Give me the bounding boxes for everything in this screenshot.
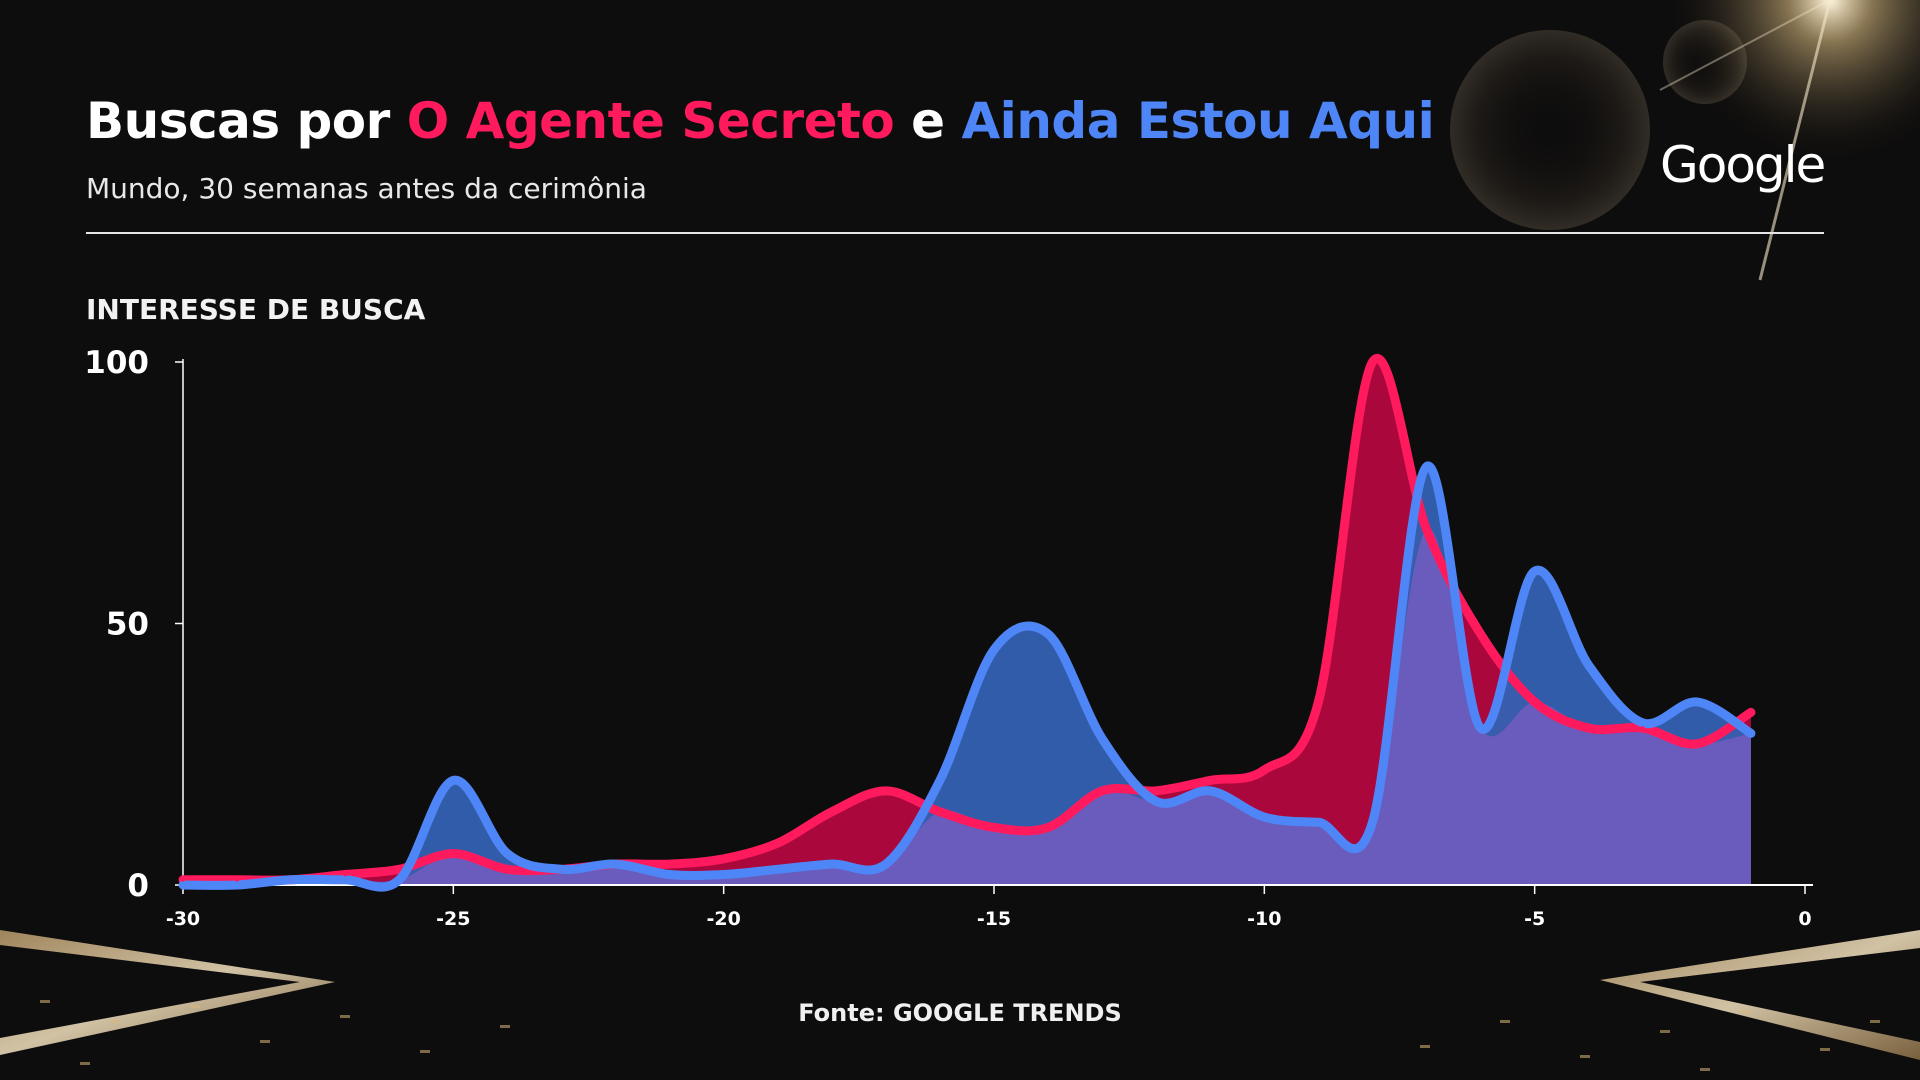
x-tick-label: -10 xyxy=(1247,908,1281,930)
data-point-ainda-estou-aqui xyxy=(397,877,402,882)
chart-subtitle: Mundo, 30 semanas antes da cerimônia xyxy=(86,172,647,205)
data-point-o-agente-secreto xyxy=(1694,741,1699,746)
data-point-ainda-estou-aqui xyxy=(1046,631,1051,636)
data-point-ainda-estou-aqui xyxy=(1640,720,1645,725)
data-point-ainda-estou-aqui xyxy=(1370,820,1375,825)
data-point-o-agente-secreto xyxy=(1316,699,1321,704)
x-tick-label: -25 xyxy=(436,908,470,930)
data-point-ainda-estou-aqui xyxy=(235,883,240,887)
chart-title: Buscas por O Agente Secreto e Ainda Esto… xyxy=(86,96,1435,146)
data-point-ainda-estou-aqui xyxy=(613,862,618,867)
data-point-o-agente-secreto xyxy=(235,877,240,882)
data-point-ainda-estou-aqui xyxy=(829,862,834,867)
data-point-ainda-estou-aqui xyxy=(289,877,294,882)
title-connector: e xyxy=(894,92,962,150)
data-point-o-agente-secreto xyxy=(1370,360,1375,364)
data-point-ainda-estou-aqui xyxy=(505,851,510,856)
data-point-o-agente-secreto xyxy=(1154,788,1159,793)
data-point-ainda-estou-aqui xyxy=(1748,731,1753,736)
data-point-o-agente-secreto xyxy=(1532,699,1537,704)
data-point-ainda-estou-aqui xyxy=(721,872,726,877)
data-point-ainda-estou-aqui xyxy=(343,877,348,882)
x-tick-label: 0 xyxy=(1798,908,1811,930)
x-tick-label: -20 xyxy=(707,908,741,930)
data-point-o-agente-secreto xyxy=(451,851,456,856)
source-note: Fonte: GOOGLE TRENDS xyxy=(798,999,1122,1027)
y-axis-label: INTERESSE DE BUSCA xyxy=(86,293,426,326)
data-point-ainda-estou-aqui xyxy=(451,778,456,783)
data-point-o-agente-secreto xyxy=(1424,527,1429,532)
data-point-ainda-estou-aqui xyxy=(1694,699,1699,704)
data-point-ainda-estou-aqui xyxy=(1100,736,1105,741)
title-series-a: O Agente Secreto xyxy=(406,92,895,150)
data-point-ainda-estou-aqui xyxy=(1586,663,1591,668)
data-point-o-agente-secreto xyxy=(1100,788,1105,793)
data-point-ainda-estou-aqui xyxy=(883,862,888,867)
data-point-ainda-estou-aqui xyxy=(937,778,942,783)
data-point-o-agente-secreto xyxy=(181,877,185,882)
data-point-o-agente-secreto xyxy=(1046,825,1051,830)
data-point-o-agente-secreto xyxy=(505,867,510,872)
data-point-o-agente-secreto xyxy=(775,841,780,846)
data-point-o-agente-secreto xyxy=(343,872,348,877)
data-point-o-agente-secreto xyxy=(1748,710,1753,715)
title-prefix: Buscas por xyxy=(86,92,407,150)
data-point-o-agente-secreto xyxy=(883,788,888,793)
data-point-ainda-estou-aqui xyxy=(1424,464,1429,469)
x-tick-label: -5 xyxy=(1524,908,1545,930)
title-series-b: Ainda Estou Aqui xyxy=(961,92,1435,150)
data-point-ainda-estou-aqui xyxy=(1478,726,1483,731)
data-point-ainda-estou-aqui xyxy=(1154,799,1159,804)
data-point-ainda-estou-aqui xyxy=(775,867,780,872)
data-point-o-agente-secreto xyxy=(937,809,942,814)
x-tick-label: -30 xyxy=(166,908,200,930)
x-tick-label: -15 xyxy=(977,908,1011,930)
data-point-o-agente-secreto xyxy=(1640,726,1645,731)
y-tick-label: 0 xyxy=(127,868,149,904)
data-point-ainda-estou-aqui xyxy=(1532,569,1537,574)
data-point-ainda-estou-aqui xyxy=(992,647,996,652)
data-point-o-agente-secreto xyxy=(1478,631,1483,636)
data-point-o-agente-secreto xyxy=(1262,767,1267,772)
data-point-ainda-estou-aqui xyxy=(181,883,185,887)
data-point-o-agente-secreto xyxy=(829,809,834,814)
data-point-ainda-estou-aqui xyxy=(667,872,672,877)
data-point-o-agente-secreto xyxy=(1208,778,1213,783)
data-point-o-agente-secreto xyxy=(667,862,672,867)
title-divider xyxy=(86,232,1824,234)
data-point-o-agente-secreto xyxy=(721,856,726,861)
y-tick-label: 100 xyxy=(84,345,149,381)
data-point-ainda-estou-aqui xyxy=(1262,815,1267,820)
data-point-ainda-estou-aqui xyxy=(559,867,564,872)
area-fill-o-agente-secreto xyxy=(183,358,1751,885)
data-point-o-agente-secreto xyxy=(992,825,996,830)
data-point-o-agente-secreto xyxy=(1586,726,1591,731)
area-fill-overlap xyxy=(183,528,1751,886)
y-tick-label: 50 xyxy=(106,607,149,643)
data-point-o-agente-secreto xyxy=(397,867,402,872)
data-point-ainda-estou-aqui xyxy=(1208,788,1213,793)
data-point-ainda-estou-aqui xyxy=(1316,820,1321,825)
google-logo: Google xyxy=(1660,136,1826,194)
